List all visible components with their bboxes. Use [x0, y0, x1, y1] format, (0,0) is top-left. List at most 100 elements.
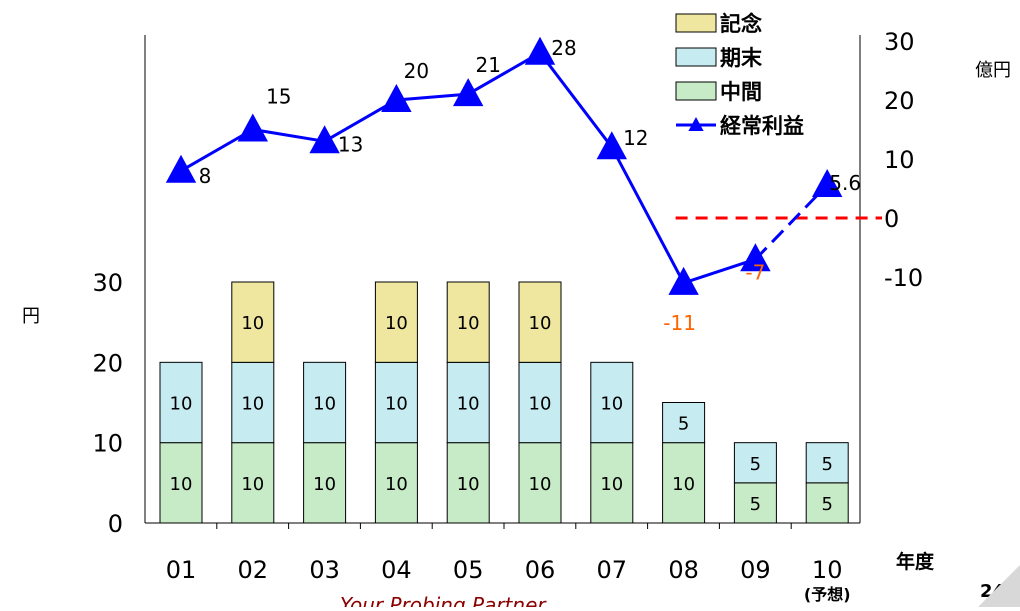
- bar-segment: [374, 281, 418, 363]
- bar-value-label: 10: [457, 474, 480, 495]
- profit-line-segment: [396, 92, 469, 102]
- profit-marker: [165, 154, 197, 183]
- profit-line-segment: [610, 146, 685, 284]
- x-tick-label: 04: [381, 556, 412, 584]
- bar-value-label: 5: [821, 494, 832, 515]
- profit-marker: [596, 131, 627, 160]
- legend-label: 経常利益: [720, 114, 804, 138]
- bar-value-label: 10: [313, 474, 336, 495]
- legend-label: 記念: [720, 12, 762, 36]
- right-y-tick-label: 0: [884, 205, 899, 233]
- left-y-tick-label: 10: [92, 430, 123, 458]
- profit-marker: [812, 168, 843, 197]
- legend-label: 期末: [720, 46, 763, 70]
- legend-triangle-icon: [688, 117, 704, 131]
- left-axis-title: 円: [22, 306, 40, 327]
- x-tick-label: 01: [166, 556, 197, 584]
- bar-value-label: 10: [385, 394, 408, 415]
- bar-segment: [446, 442, 490, 524]
- bar-value-label: 10: [529, 394, 552, 415]
- profit-line-segment: [252, 128, 325, 143]
- footer-tagline: Your Probing Partner: [340, 593, 547, 607]
- bar-segment: [662, 442, 706, 524]
- profit-marker: [309, 125, 340, 154]
- bar-value-label: 5: [678, 414, 689, 435]
- profit-value-label: -7: [745, 260, 765, 284]
- bar-segment: [518, 361, 562, 444]
- x-tick-sublabel: (予想): [804, 585, 851, 604]
- bar-segment: [518, 442, 562, 524]
- x-tick-label: 08: [668, 556, 699, 584]
- right-axis-title: 億円: [975, 60, 1011, 81]
- bar-segment: [518, 281, 562, 363]
- profit-marker: [381, 84, 412, 112]
- bar-value-label: 10: [457, 313, 480, 334]
- left-y-tick-label: 30: [92, 269, 123, 297]
- legend-swatch: [675, 81, 717, 101]
- profit-value-label: 15: [266, 85, 291, 109]
- bar-value-label: 10: [385, 474, 408, 495]
- legend-swatch: [675, 13, 717, 33]
- left-y-tick-label: 0: [108, 510, 123, 538]
- profit-marker: [453, 78, 484, 107]
- page-corner-decoration: [978, 565, 1020, 607]
- bar-segment: [446, 361, 490, 444]
- left-y-tick-label: 20: [92, 349, 123, 377]
- bar-value-label: 10: [241, 474, 264, 495]
- profit-line-segment: [538, 51, 613, 149]
- bar-value-label: 10: [600, 474, 623, 495]
- x-tick-label: 06: [525, 556, 556, 584]
- bar-segment: [590, 442, 634, 524]
- bar-value-label: 10: [672, 474, 695, 495]
- legend-swatch: [675, 47, 717, 67]
- profit-value-label: 13: [338, 132, 363, 156]
- right-y-tick-label: -10: [884, 264, 923, 292]
- profit-line-segment: [683, 257, 756, 285]
- bar-value-label: 10: [529, 474, 552, 495]
- profit-value-label: 28: [551, 36, 576, 60]
- profit-value-label: 8: [199, 164, 212, 188]
- profit-value-label: 20: [404, 59, 429, 83]
- bar-value-label: 5: [821, 454, 832, 475]
- bar-segment: [159, 442, 203, 524]
- right-y-tick-label: 30: [884, 28, 915, 56]
- x-axis-title: 年度: [896, 550, 935, 573]
- bar-value-label: 10: [170, 394, 193, 415]
- x-tick-label: 05: [453, 556, 484, 584]
- bar-value-label: 10: [600, 394, 623, 415]
- x-tick-label: 07: [597, 556, 628, 584]
- bar-segment: [159, 361, 203, 444]
- bar-segment: [374, 442, 418, 524]
- bar-segment: [303, 361, 347, 444]
- profit-marker: [524, 36, 556, 65]
- bar-value-label: 10: [170, 474, 193, 495]
- right-y-tick-label: 20: [884, 87, 915, 115]
- bar-value-label: 10: [241, 313, 264, 334]
- profit-value-label: 21: [475, 53, 500, 77]
- bar-segment: [805, 442, 849, 484]
- bar-value-label: 10: [385, 313, 408, 334]
- bar-value-label: 10: [457, 394, 480, 415]
- bar-segment: [805, 482, 849, 524]
- profit-line-segment: [754, 183, 829, 261]
- bar-segment: [446, 281, 490, 363]
- legend-label: 中間: [720, 80, 762, 104]
- bar-value-label: 5: [750, 494, 761, 515]
- x-tick-label: 10: [812, 556, 843, 584]
- bar-value-label: 10: [241, 394, 264, 415]
- bar-segment: [231, 281, 275, 363]
- right-y-tick-label: 10: [884, 146, 915, 174]
- bar-segment: [662, 402, 706, 444]
- bar-segment: [590, 361, 634, 444]
- profit-marker: [740, 243, 771, 272]
- bar-segment: [733, 442, 777, 484]
- profit-value-label: 12: [623, 126, 648, 150]
- bar-value-label: 10: [529, 313, 552, 334]
- bar-segment: [733, 482, 777, 524]
- profit-value-label: 5.6: [829, 171, 861, 195]
- x-tick-label: 02: [238, 556, 269, 584]
- bar-value-label: 5: [750, 454, 761, 475]
- x-tick-label: 09: [740, 556, 771, 584]
